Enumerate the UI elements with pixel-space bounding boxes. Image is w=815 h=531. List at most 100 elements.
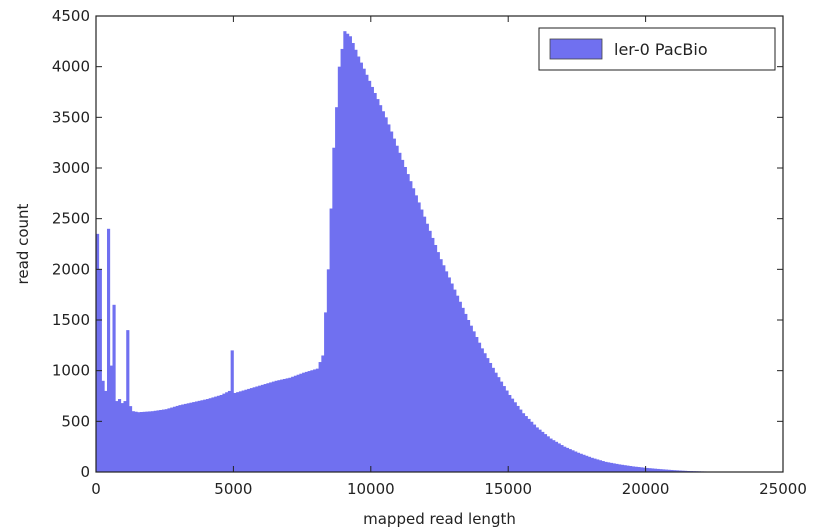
histogram-bar — [271, 381, 276, 472]
histogram-bar — [480, 348, 484, 472]
histogram-bar — [219, 394, 223, 472]
histogram-bar — [406, 174, 410, 472]
histogram-bar — [516, 405, 520, 472]
histogram-bar — [252, 387, 256, 472]
histogram-bar — [197, 400, 201, 472]
histogram-bar — [450, 283, 454, 472]
histogram-bar — [379, 105, 383, 473]
histogram-bar — [620, 464, 625, 472]
histogram-bar — [681, 470, 685, 472]
histogram-bar — [296, 374, 300, 472]
histogram-bar — [104, 390, 108, 472]
histogram-bar — [488, 362, 493, 472]
histogram-bar — [436, 252, 440, 472]
histogram-bar — [585, 455, 589, 472]
histogram-bar — [428, 230, 432, 472]
histogram-bar — [667, 469, 671, 472]
histogram-bar — [161, 409, 166, 472]
histogram-bar — [112, 304, 116, 472]
histogram-bar — [640, 467, 644, 472]
y-tick-label: 3000 — [52, 159, 90, 177]
histogram-bar — [142, 411, 146, 472]
histogram-bar — [535, 427, 539, 472]
histogram-bar — [370, 86, 374, 473]
histogram-bar — [307, 371, 311, 472]
histogram-bar — [373, 93, 377, 472]
histogram-bar — [128, 406, 133, 472]
histogram-bar — [423, 216, 427, 472]
x-tick-label: 25000 — [759, 480, 807, 498]
histogram-bar — [626, 465, 630, 472]
histogram-bar — [552, 440, 556, 472]
histogram-bar — [434, 245, 438, 472]
histogram-bar — [266, 383, 270, 472]
histogram-bar — [508, 394, 512, 472]
histogram-bar — [150, 411, 155, 472]
histogram-bar — [401, 159, 405, 472]
histogram-bars — [96, 31, 729, 473]
histogram-bar — [131, 411, 135, 472]
histogram-bar — [192, 402, 196, 472]
histogram-bar — [417, 202, 421, 472]
histogram-bar — [565, 447, 570, 472]
axis-ticks — [95, 15, 784, 473]
histogram-bar — [236, 392, 240, 472]
histogram-bar — [249, 388, 254, 472]
histogram-bar — [241, 390, 245, 472]
histogram-bar — [183, 403, 188, 472]
histogram-bar — [469, 325, 473, 472]
histogram-bar — [175, 405, 179, 472]
histogram-bar — [571, 450, 575, 472]
histogram-bar — [211, 397, 215, 472]
histogram-bar — [233, 392, 237, 472]
histogram-bar — [313, 369, 317, 472]
histogram-bar — [662, 469, 666, 472]
histogram-bar — [395, 145, 399, 472]
y-tick-label: 1000 — [52, 362, 90, 380]
histogram-bar — [455, 295, 460, 472]
histogram-bar — [497, 377, 501, 472]
histogram-bar — [623, 465, 627, 472]
x-tick-label: 5000 — [214, 480, 252, 498]
histogram-bar — [574, 451, 578, 472]
histogram-bar — [376, 99, 380, 472]
histogram-bar — [656, 468, 660, 472]
histogram-bar — [194, 401, 199, 472]
histogram-bar — [398, 152, 402, 473]
histogram-bar — [431, 237, 435, 472]
histogram-bar — [145, 411, 149, 472]
histogram-bar — [546, 436, 550, 472]
histogram-bar — [629, 466, 633, 472]
histogram-bar — [329, 208, 333, 472]
plot-frame — [95, 15, 784, 473]
histogram-bar — [530, 421, 534, 472]
histogram-bar — [139, 412, 144, 472]
histogram-bar — [563, 446, 567, 472]
histogram-bar — [381, 111, 385, 472]
histogram-bar — [445, 271, 449, 472]
histogram-bar — [299, 373, 303, 472]
histogram-bar — [521, 413, 526, 472]
histogram-bar — [590, 457, 594, 472]
histogram-bar — [200, 400, 204, 472]
histogram-bar — [458, 301, 462, 472]
histogram-bar — [189, 402, 193, 472]
y-tick-label: 1500 — [52, 311, 90, 329]
histogram-bar — [365, 74, 369, 473]
x-tick-label: 15000 — [484, 480, 532, 498]
histogram-bar — [156, 410, 160, 472]
histogram-bar — [392, 138, 396, 473]
histogram-bar — [425, 223, 429, 472]
histogram-bar — [664, 469, 668, 472]
histogram-bar — [524, 416, 528, 472]
histogram-bar — [618, 464, 622, 472]
histogram-bar — [494, 372, 498, 472]
histogram-bar — [244, 389, 248, 472]
histogram-bar — [159, 409, 163, 472]
histogram-bar — [153, 410, 157, 472]
histogram-bar — [137, 412, 141, 472]
histogram-bar — [167, 408, 171, 472]
histogram-bar — [321, 355, 325, 472]
histogram-bar — [513, 402, 517, 472]
